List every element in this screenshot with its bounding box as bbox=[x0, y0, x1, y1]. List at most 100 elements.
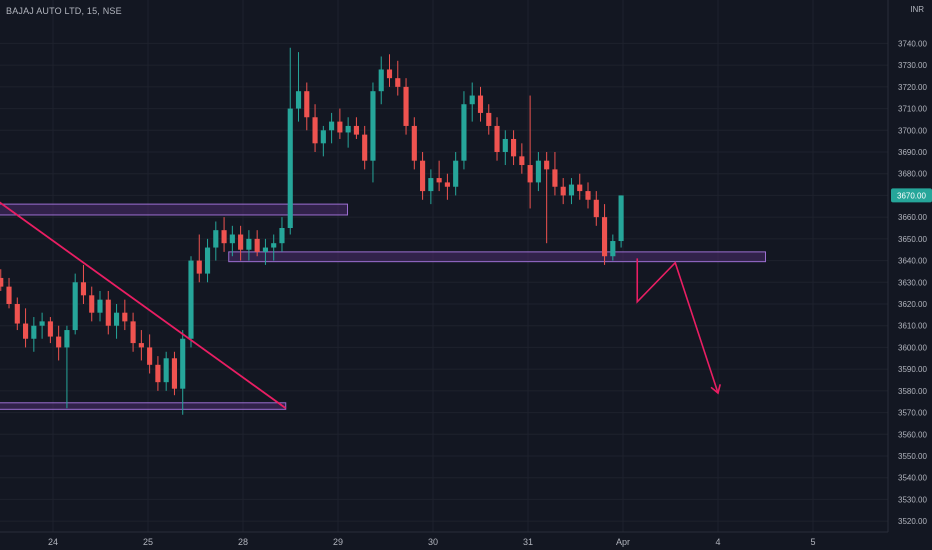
candle bbox=[171, 351, 178, 396]
candle bbox=[345, 117, 351, 148]
y-tick-label: 3520.00 bbox=[898, 517, 927, 526]
candle-body bbox=[453, 160, 459, 187]
candle-body bbox=[461, 104, 467, 161]
candle bbox=[535, 152, 541, 192]
candle bbox=[163, 351, 169, 391]
candle-body bbox=[122, 312, 128, 322]
candle-body bbox=[229, 234, 235, 244]
x-tick-label: 5 bbox=[810, 537, 815, 547]
candle-body bbox=[593, 199, 599, 218]
grid bbox=[0, 0, 888, 532]
projection-path[interactable] bbox=[636, 258, 719, 394]
candle bbox=[420, 152, 426, 200]
candle bbox=[204, 238, 211, 283]
candle-body bbox=[180, 338, 186, 389]
candle-body bbox=[287, 108, 293, 228]
candle bbox=[469, 82, 475, 122]
candle-body bbox=[147, 347, 153, 365]
candle bbox=[320, 125, 326, 157]
candle-body bbox=[64, 330, 70, 348]
candle-body bbox=[329, 121, 335, 131]
candle bbox=[39, 312, 45, 339]
last-price-label: 3670.00 bbox=[897, 191, 926, 200]
candle-body bbox=[552, 169, 558, 187]
candle-body bbox=[378, 69, 384, 92]
candle bbox=[511, 130, 517, 166]
y-tick-label: 3630.00 bbox=[898, 278, 927, 287]
candle-body bbox=[72, 282, 78, 331]
candle-body bbox=[130, 321, 136, 344]
candle-body bbox=[601, 217, 608, 257]
candle bbox=[279, 217, 285, 252]
zone-rect[interactable] bbox=[228, 251, 766, 263]
candle bbox=[461, 91, 467, 170]
candle bbox=[502, 130, 508, 166]
candle-body bbox=[105, 299, 111, 326]
candle-body bbox=[577, 184, 583, 192]
candle bbox=[428, 169, 434, 205]
candle-body bbox=[337, 121, 343, 133]
candle-body bbox=[353, 125, 359, 135]
candle bbox=[229, 225, 235, 257]
candle-body bbox=[271, 243, 277, 248]
x-tick-label: 4 bbox=[715, 537, 720, 547]
symbol-title: BAJAJ AUTO LTD, 15, NSE bbox=[6, 6, 122, 16]
candle-body bbox=[138, 343, 144, 348]
candle-body bbox=[502, 138, 508, 152]
candle-body bbox=[618, 195, 624, 242]
candle-body bbox=[511, 138, 517, 157]
candle-body bbox=[80, 282, 87, 296]
candle bbox=[494, 117, 500, 161]
y-tick-label: 3710.00 bbox=[898, 105, 927, 114]
candle-body bbox=[56, 336, 62, 348]
candle bbox=[0, 269, 4, 291]
y-tick-label: 3730.00 bbox=[898, 61, 927, 70]
zone-rect[interactable] bbox=[0, 203, 348, 216]
candle bbox=[453, 152, 459, 196]
y-tick-label: 3560.00 bbox=[898, 430, 927, 439]
candle-body bbox=[31, 325, 37, 339]
candle bbox=[254, 230, 260, 257]
candle bbox=[568, 178, 575, 205]
last-price-badge bbox=[891, 188, 932, 203]
candle-body bbox=[345, 125, 351, 133]
candle bbox=[395, 60, 401, 96]
candle-body bbox=[568, 184, 575, 196]
candle bbox=[89, 286, 95, 322]
candle bbox=[80, 264, 87, 304]
candle bbox=[105, 290, 111, 335]
candle bbox=[544, 152, 550, 244]
candle bbox=[22, 308, 29, 348]
candle-body bbox=[221, 230, 227, 244]
candle bbox=[221, 217, 227, 252]
y-tick-label: 3640.00 bbox=[898, 257, 927, 266]
candle bbox=[444, 173, 450, 200]
candle bbox=[618, 195, 624, 248]
candle bbox=[238, 225, 244, 261]
candle-body bbox=[97, 299, 103, 313]
x-tick-label: 31 bbox=[523, 537, 533, 547]
candle bbox=[477, 86, 484, 122]
candle-body bbox=[370, 91, 376, 161]
candle-body bbox=[527, 165, 533, 183]
candle-body bbox=[428, 178, 434, 192]
candle bbox=[155, 356, 161, 391]
y-tick-label: 3590.00 bbox=[898, 365, 927, 374]
candle-body bbox=[196, 260, 202, 274]
candle-body bbox=[0, 277, 4, 287]
y-tick-label: 3530.00 bbox=[898, 495, 927, 504]
candle-body bbox=[163, 358, 169, 383]
zone-rect[interactable] bbox=[0, 402, 287, 410]
trendline[interactable] bbox=[0, 200, 287, 409]
candle bbox=[585, 182, 591, 209]
candle bbox=[180, 330, 186, 415]
candle bbox=[56, 325, 62, 361]
candle bbox=[353, 117, 359, 139]
candle-body bbox=[238, 234, 244, 250]
y-tick-label: 3660.00 bbox=[898, 213, 927, 222]
candle-body bbox=[171, 358, 178, 389]
candle-body bbox=[420, 160, 426, 192]
candle-body bbox=[304, 91, 310, 118]
